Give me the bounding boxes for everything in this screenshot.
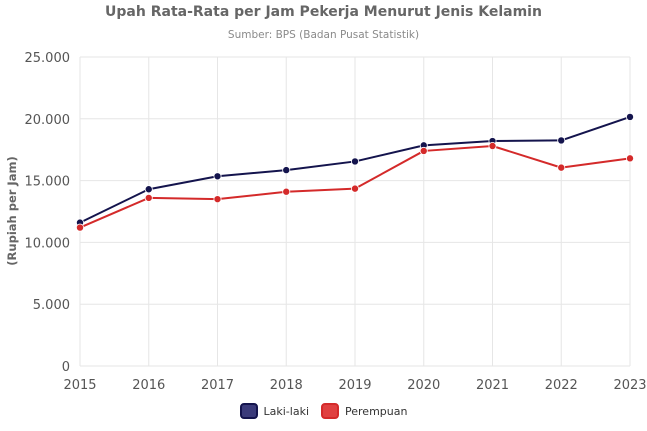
y-tick-label: 15.000: [25, 175, 71, 190]
x-tick-label: 2016: [132, 378, 165, 393]
legend: Laki-laki Perempuan: [0, 403, 647, 419]
data-point: [350, 157, 359, 166]
chart-subtitle: Sumber: BPS (Badan Pusat Statistik): [227, 29, 420, 41]
data-point: [488, 141, 497, 150]
legend-item-laki-laki[interactable]: Laki-laki: [239, 403, 310, 419]
data-point: [213, 172, 222, 181]
data-point: [76, 223, 85, 232]
legend-swatch-perempuan: [321, 403, 340, 419]
x-tick-label: 2022: [545, 378, 578, 393]
y-tick-label: 5.000: [33, 298, 70, 313]
y-tick-label: 10.000: [25, 236, 71, 251]
x-tick-label: 2017: [201, 378, 234, 393]
axes: 0 5.000 10.000 15.000 20.000 25.000 2015 2016 20…: [25, 51, 647, 393]
data-point: [419, 146, 428, 155]
x-tick-label: 2023: [613, 378, 646, 393]
chart-title: Upah Rata-Rata per Jam Pekerja Menurut J…: [105, 4, 542, 20]
line-chart: 0 5.000 10.000 15.000 20.000 25.000 2015 2016 20…: [5, 51, 647, 393]
legend-swatch-laki-laki: [239, 403, 258, 419]
x-tick-label: 2021: [476, 378, 509, 393]
data-point: [144, 193, 153, 202]
y-tick-label: 0: [62, 360, 70, 375]
data-point: [626, 154, 635, 163]
data-point: [350, 184, 359, 193]
x-tick-label: 2019: [338, 378, 371, 393]
x-tick-label: 2020: [407, 378, 440, 393]
legend-item-perempuan[interactable]: Perempuan: [321, 403, 407, 419]
legend-label-perempuan: Perempuan: [345, 404, 408, 418]
y-axis-label: (Rupiah per Jam): [5, 156, 19, 265]
legend-label-laki-laki: Laki-laki: [263, 404, 310, 418]
data-point: [557, 136, 566, 145]
data-point: [144, 185, 153, 194]
x-tick-label: 2018: [270, 378, 303, 393]
data-point: [282, 187, 291, 196]
data-point: [626, 112, 635, 121]
y-tick-label: 20.000: [25, 113, 71, 128]
x-tick-label: 2015: [63, 378, 96, 393]
series-lines: [76, 112, 635, 232]
gridlines: [79, 56, 631, 367]
data-point: [282, 166, 291, 175]
y-tick-label: 25.000: [25, 51, 71, 66]
data-point: [557, 163, 566, 172]
data-point: [213, 195, 222, 204]
